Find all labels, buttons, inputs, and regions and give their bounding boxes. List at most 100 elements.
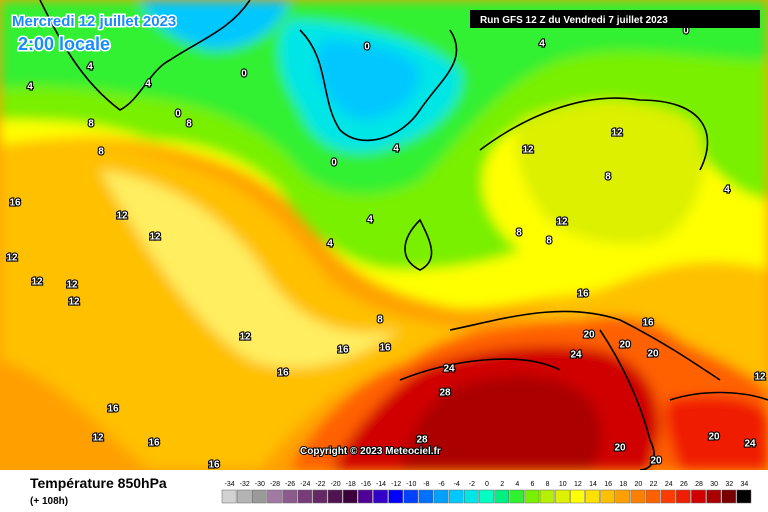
contour-label: 8 [186,119,192,130]
color-scale: -34 -32 -30 -28 -26 -24 -22 -20 -18 -16 -14 -12 -10-… [221,481,752,504]
scale-label: -14 [376,481,386,488]
scale-swatch [645,489,661,504]
scale-swatch [615,489,631,504]
scale-label: -30 [255,481,265,488]
contour-label: 12 [31,277,43,288]
contour-label: 20 [708,432,720,443]
scale-label: 26 [680,481,688,488]
scale-label: 6 [530,481,534,488]
contour-label: 4 [724,185,730,196]
scale-swatch [358,489,373,504]
scale-label: -34 [225,481,235,488]
contour-label: 4 [539,39,545,50]
contour-label: 12 [239,332,251,343]
scale-swatch [554,489,570,504]
scale-swatch [297,489,313,504]
contour-label: 16 [208,460,220,471]
scale-label: -24 [300,481,310,488]
contour-label: 24 [744,439,756,450]
scale-label: 16 [604,481,612,488]
scale-swatch [736,489,752,504]
scale-label: 0 [485,481,489,488]
contour-label: 24 [443,364,455,375]
contour-label: 16 [337,345,349,356]
scale-label: -8 [423,481,429,488]
contour-label: 4 [27,82,33,93]
contour-label: 4 [87,62,93,73]
contour-label: 12 [66,280,78,291]
valid-date: Mercredi 12 juillet 2023 [12,13,176,30]
scale-label: 18 [619,481,627,488]
scale-swatch [433,489,449,504]
contour-label: 12 [92,433,104,444]
contour-label: 0 [175,109,181,120]
scale-swatch [342,489,358,504]
scale-label: -12 [391,481,401,488]
contour-label: 8 [88,119,94,130]
scale-label: 12 [574,481,582,488]
scale-label: 24 [665,481,673,488]
contour-label: 16 [148,438,160,449]
run-info: Run GFS 12 Z du Vendredi 7 juillet 2023 [480,15,668,26]
contour-label: 16 [642,318,654,329]
contour-label: 12 [522,145,534,156]
temperature-field [0,0,768,471]
scale-swatch [721,489,737,504]
contour-label: 16 [107,404,119,415]
scale-swatch [494,489,509,504]
contour-label: 16 [9,198,21,209]
scale-label: 4 [515,481,519,488]
contour-label: 12 [6,253,18,264]
scale-label: 22 [650,481,658,488]
contour-label: 12 [556,217,568,228]
scale-swatch [267,489,282,504]
scale-swatch [236,489,252,504]
contour-label: 4 [327,239,333,250]
contour-labels: 16 12 12 12 12 12 16 16 16 16 16 16 12 12 12 8 8 4 4 4 0 0 0 0 4… [5,25,767,472]
scale-swatch [282,489,297,504]
scale-label: -4 [454,481,460,488]
scale-label: -28 [270,481,280,488]
scale-label: -16 [361,481,371,488]
scale-label: 28 [695,481,703,488]
contour-label: 4 [145,79,151,90]
scale-swatch [600,489,615,504]
scale-swatch [509,489,525,504]
scale-label: 32 [725,481,733,488]
scale-label: -6 [438,481,444,488]
contour-label: 8 [98,147,104,158]
scale-label: -22 [315,481,325,488]
contour-label: 4 [367,215,373,226]
scale-swatch [479,489,494,504]
scale-swatch [585,489,600,504]
scale-swatch [373,489,388,504]
scale-swatch [570,489,585,504]
scale-swatch [464,489,479,504]
scale-label: -10 [406,481,416,488]
run-box [470,10,760,28]
scale-swatch [676,489,691,504]
contour-label: 20 [619,340,631,351]
contour-label: 8 [377,315,383,326]
contour-label: 20 [614,443,626,454]
contour-label: 20 [650,456,662,467]
scale-swatch [327,489,343,504]
coastlines [39,0,768,471]
scale-swatch [418,489,434,504]
contour-label: 16 [379,343,391,354]
scale-label: 8 [546,481,550,488]
scale-label: -2 [469,481,475,488]
scale-swatch [252,489,267,504]
scale-swatch [539,489,555,504]
scale-swatch [388,489,403,504]
scale-swatch [691,489,706,504]
contour-label: 24 [570,350,582,361]
contour-label: 0 [683,26,689,37]
contour-label: 28 [439,388,451,399]
copyright: Copyright © 2023 Meteociel.fr [300,446,441,457]
contour-label: 8 [605,172,611,183]
scale-swatch [524,489,540,504]
contour-label: 20 [583,330,595,341]
contour-label: 0 [364,42,370,53]
